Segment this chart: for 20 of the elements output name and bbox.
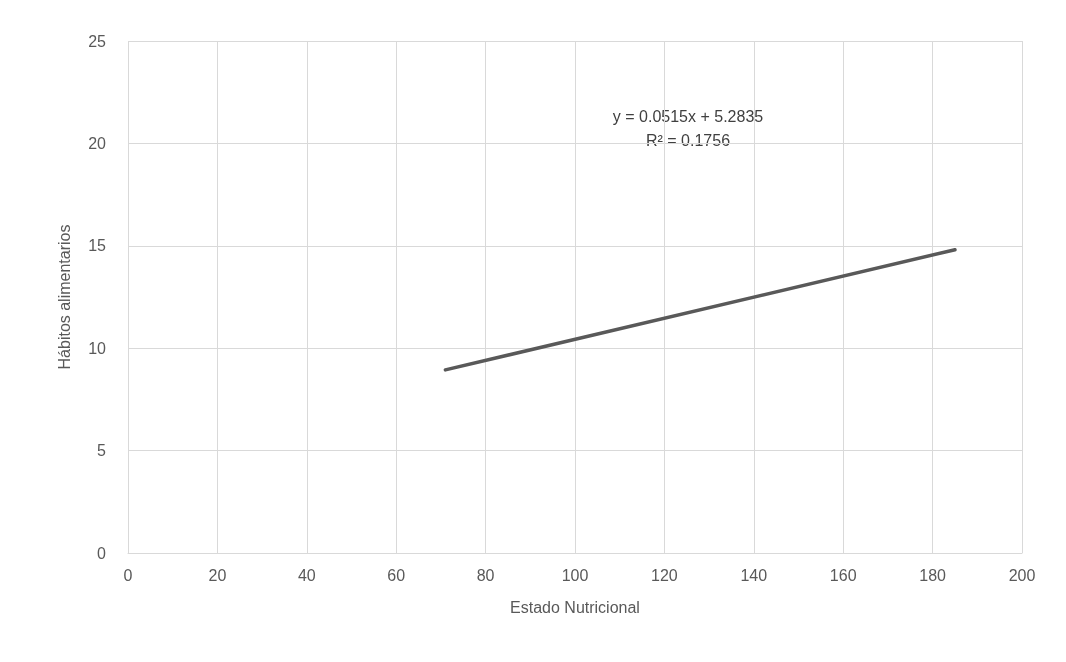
- x-tick-label: 180: [919, 566, 947, 584]
- y-tick-label: 0: [97, 544, 107, 562]
- y-axis-title: Hábitos alimentarios: [55, 224, 73, 370]
- x-tick-label: 160: [829, 566, 857, 584]
- y-tick-label: 5: [97, 442, 107, 460]
- y-tick-label: 10: [88, 339, 107, 357]
- x-tick-label: 100: [561, 566, 589, 584]
- x-tick-label: 140: [740, 566, 768, 584]
- x-tick-label: 20: [208, 566, 227, 584]
- x-tick-label: 120: [651, 566, 678, 584]
- annotation: y = 0.0515x + 5.2835: [612, 107, 764, 125]
- x-tick-label: 200: [1008, 566, 1036, 584]
- x-tick-label: 40: [297, 566, 316, 584]
- x-axis-title: Estado Nutricional: [510, 598, 640, 616]
- y-tick-label: 20: [88, 134, 107, 152]
- y-tick-label: 25: [88, 32, 107, 50]
- y-tick-label: 15: [88, 237, 107, 255]
- x-tick-label: 0: [123, 566, 133, 584]
- x-tick-label: 80: [476, 566, 495, 584]
- x-tick-label: 60: [387, 566, 406, 584]
